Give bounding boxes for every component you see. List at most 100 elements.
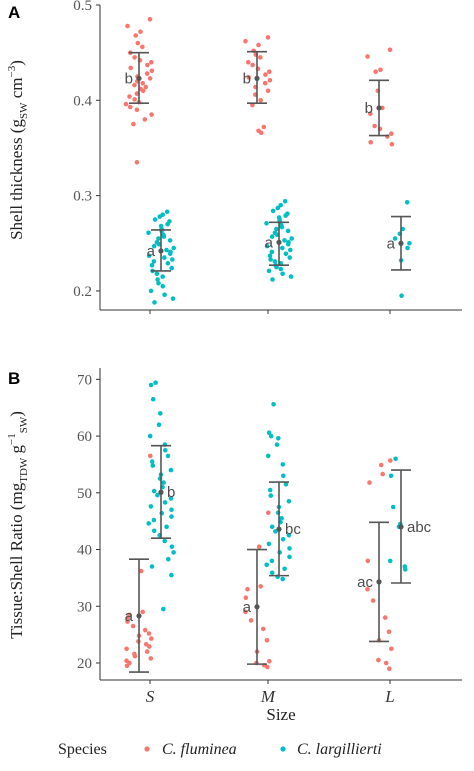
data-point-c-largillierti xyxy=(266,430,272,436)
data-point-c-largillierti xyxy=(265,453,271,459)
summary-c-largillierti-s: b xyxy=(151,444,175,539)
data-point-c-fluminea xyxy=(243,609,248,615)
data-point-c-largillierti xyxy=(162,500,168,505)
data-point-c-fluminea xyxy=(389,141,395,147)
data-point-c-fluminea xyxy=(132,82,137,88)
data-point-c-largillierti xyxy=(168,467,174,473)
data-point-c-fluminea xyxy=(383,660,389,666)
data-point-c-fluminea xyxy=(380,471,386,477)
panel-a-summaries: b b b a a a xyxy=(125,50,411,272)
data-point-c-fluminea xyxy=(140,88,146,94)
data-point-c-fluminea xyxy=(134,91,140,96)
data-point-c-largillierti xyxy=(167,238,173,243)
data-point-c-fluminea xyxy=(365,54,370,59)
data-point-c-largillierti xyxy=(274,232,280,237)
data-point-c-largillierti xyxy=(157,214,163,219)
data-point-c-largillierti xyxy=(162,538,167,544)
data-point-c-fluminea xyxy=(131,121,136,127)
data-point-c-largillierti xyxy=(283,213,288,218)
data-point-c-fluminea xyxy=(365,558,371,564)
data-point-c-largillierti xyxy=(273,529,278,534)
data-point-c-largillierti xyxy=(169,265,174,271)
legend-label-c-largillierti: C. largillierti xyxy=(297,741,382,758)
data-point-c-fluminea xyxy=(134,160,140,165)
data-point-c-largillierti xyxy=(269,570,275,576)
data-point-c-fluminea xyxy=(368,111,373,116)
group-letter: a xyxy=(265,234,274,251)
data-point-c-largillierti xyxy=(274,226,279,232)
data-point-c-largillierti xyxy=(161,234,167,239)
group-letter: bc xyxy=(285,521,301,538)
data-point-c-fluminea xyxy=(370,598,376,603)
data-point-c-largillierti xyxy=(282,566,287,572)
data-point-c-largillierti xyxy=(165,453,171,459)
data-point-c-fluminea xyxy=(267,78,273,83)
data-point-c-fluminea xyxy=(264,638,270,643)
panel-a-x-ticks xyxy=(149,310,391,314)
data-point-c-fluminea xyxy=(386,629,392,635)
mean-point xyxy=(136,75,142,81)
summary-c-largillierti-s: a xyxy=(147,229,171,272)
data-point-c-fluminea xyxy=(143,84,149,90)
data-point-c-fluminea xyxy=(145,62,150,68)
panel-a-letter: A xyxy=(8,3,20,22)
data-point-c-largillierti xyxy=(170,296,176,301)
data-point-c-largillierti xyxy=(271,402,276,407)
data-point-c-largillierti xyxy=(405,245,410,251)
group-letter: abc xyxy=(407,519,432,536)
data-point-c-fluminea xyxy=(243,38,248,44)
summary-c-largillierti-l: abc xyxy=(391,469,432,584)
data-point-c-largillierti xyxy=(388,473,394,479)
data-point-c-fluminea xyxy=(376,657,381,663)
data-point-c-fluminea xyxy=(387,666,392,671)
data-point-c-largillierti xyxy=(269,249,275,255)
data-point-c-fluminea xyxy=(258,55,263,60)
panel-a-y-axis-title: Shell thickness (gSW cm−3) xyxy=(6,60,30,240)
data-point-c-largillierti xyxy=(286,499,292,504)
data-point-c-fluminea xyxy=(140,609,145,615)
data-point-c-largillierti xyxy=(156,236,161,241)
data-point-c-largillierti xyxy=(171,245,176,251)
data-point-c-largillierti xyxy=(155,492,160,498)
data-point-c-largillierti xyxy=(278,202,284,208)
data-point-c-largillierti xyxy=(154,271,160,277)
data-point-c-fluminea xyxy=(125,619,130,624)
data-point-c-largillierti xyxy=(268,433,274,439)
data-point-c-largillierti xyxy=(162,255,167,260)
data-point-c-fluminea xyxy=(132,97,137,102)
data-point-c-largillierti xyxy=(160,274,165,279)
y-tick-label: 40 xyxy=(77,543,92,559)
data-point-c-fluminea xyxy=(127,104,133,110)
data-point-c-largillierti xyxy=(281,473,286,479)
data-point-c-largillierti xyxy=(266,541,272,547)
data-point-c-largillierti xyxy=(264,562,270,568)
data-point-c-largillierti xyxy=(264,221,269,226)
data-point-c-fluminea xyxy=(144,71,150,76)
data-point-c-largillierti xyxy=(285,241,291,247)
data-point-c-fluminea xyxy=(135,40,141,46)
data-point-c-fluminea xyxy=(262,80,268,86)
panel-b-letter: B xyxy=(8,369,20,388)
data-point-c-largillierti xyxy=(282,238,287,243)
data-point-c-fluminea xyxy=(265,88,271,94)
data-point-c-largillierti xyxy=(407,241,412,246)
data-point-c-fluminea xyxy=(245,586,250,592)
legend-key-c-largillierti xyxy=(280,746,286,752)
data-point-c-largillierti xyxy=(288,274,294,279)
data-point-c-largillierti xyxy=(146,253,152,258)
data-point-c-fluminea xyxy=(142,627,148,633)
data-point-c-fluminea xyxy=(378,67,383,73)
mean-point xyxy=(376,579,382,585)
legend: Species C. fluminea C. largillierti xyxy=(58,741,382,758)
panel-a-y-ticks: 0.2 0.3 0.4 0.5 xyxy=(73,0,100,300)
data-point-c-fluminea xyxy=(125,615,131,620)
mean-point xyxy=(398,240,404,246)
group-letter: b xyxy=(167,484,175,501)
data-point-c-fluminea xyxy=(373,69,379,74)
data-point-c-fluminea xyxy=(388,458,393,463)
data-point-c-fluminea xyxy=(258,130,264,135)
data-point-c-largillierti xyxy=(148,382,154,388)
summary-c-fluminea-s: a xyxy=(125,558,149,673)
data-point-c-largillierti xyxy=(156,241,162,247)
panel-b-points xyxy=(124,380,408,671)
